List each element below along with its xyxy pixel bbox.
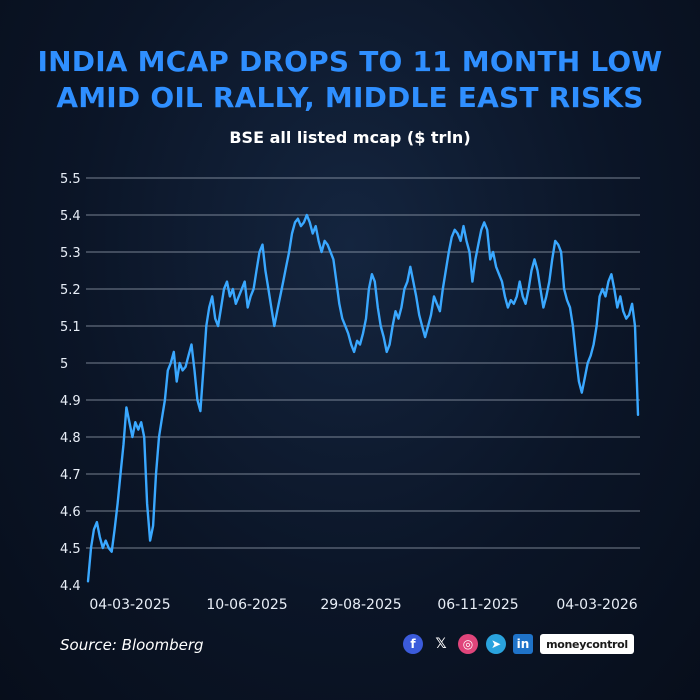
brand-logo: moneycontrol [540,634,634,654]
y-tick-label: 4.5 [60,542,81,557]
x-tick-label: 06-11-2025 [437,597,518,613]
source-note: Source: Bloomberg [60,636,204,654]
y-tick-label: 4.7 [60,468,81,483]
y-tick-label: 4.6 [60,505,81,520]
chart-grid [86,177,640,549]
x-tick-label: 10-06-2025 [206,597,287,613]
x-tick-label: 04-03-2025 [89,597,170,613]
y-tick-label: 4.9 [60,394,81,409]
y-tick-label: 5.3 [60,246,81,261]
linkedin-icon[interactable]: in [513,634,533,654]
y-tick-label: 5 [60,357,68,372]
chart-subtitle: BSE all listed mcap ($ trln) [229,128,471,147]
telegram-icon[interactable]: ➤ [486,634,506,654]
y-tick-label: 5.2 [60,283,81,298]
x-axis-ticks: 04-03-2025 10-06-2025 29-08-2025 06-11-2025… [89,597,637,613]
chart-title-line-1: INDIA MCAP DROPS TO 11 MONTH LOW [37,45,663,78]
facebook-icon[interactable]: f [403,634,423,654]
y-tick-label: 5.1 [60,320,81,335]
y-tick-label: 5.4 [60,209,81,224]
x-icon[interactable]: 𝕏 [435,636,447,652]
y-tick-label: 5.5 [60,172,81,187]
chart-title: INDIA MCAP DROPS TO 11 MONTH LOW AMID OI… [0,44,700,116]
y-tick-label: 4.8 [60,431,81,446]
chart-title-line-2: AMID OIL RALLY, MIDDLE EAST RISKS [56,81,644,114]
instagram-icon[interactable]: ◎ [458,634,478,654]
chart-series [86,213,640,583]
mcap-series-line [86,213,640,583]
x-tick-label: 04-03-2026 [556,597,637,613]
y-axis-ticks: 5.5 5.4 5.3 5.2 5.1 5 4.9 4.8 4.7 4.6 4.5 4.4 [60,172,81,594]
y-tick-label: 4.4 [60,579,81,594]
x-tick-label: 29-08-2025 [320,597,401,613]
